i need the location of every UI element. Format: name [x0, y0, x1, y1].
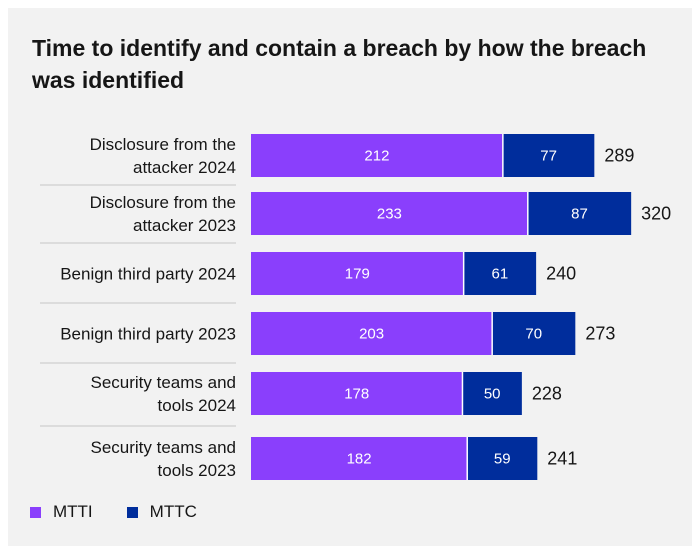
data-label-total: 228 [532, 384, 562, 404]
data-label-total: 320 [641, 204, 671, 224]
bar-mttc [492, 312, 576, 355]
bar-mtti [251, 372, 463, 415]
data-label-mttc: 59 [494, 451, 511, 468]
bar-mtti [251, 312, 493, 355]
bar-mttc [462, 372, 522, 415]
bar-mtti [251, 252, 464, 295]
legend-item-mttc: MTTC [126, 502, 197, 522]
category-label: Security teams and [90, 438, 236, 457]
bar-mtti [251, 192, 528, 235]
data-label-mttc: 61 [492, 266, 509, 283]
data-label-mtti: 178 [344, 386, 369, 403]
data-label-mtti: 203 [359, 326, 384, 343]
category-label: attacker 2024 [133, 158, 236, 177]
bar-mttc [527, 192, 632, 235]
data-label-total: 240 [546, 264, 576, 284]
data-label-mtti: 212 [364, 148, 389, 165]
data-label-mtti: 182 [347, 451, 372, 468]
data-label-mttc: 70 [525, 326, 542, 343]
data-label-mttc: 87 [571, 206, 588, 223]
data-label-mtti: 233 [377, 206, 402, 223]
category-label: tools 2023 [158, 461, 236, 480]
mtti-swatch [30, 506, 41, 518]
mttc-swatch [126, 506, 138, 518]
bar-mttc [502, 134, 595, 177]
category-label: attacker 2023 [133, 216, 236, 235]
data-label-mttc: 77 [540, 148, 557, 165]
data-label-mttc: 50 [484, 386, 501, 403]
data-label-total: 273 [585, 324, 615, 344]
category-label: Disclosure from the [90, 135, 236, 154]
chart-title: Time to identify and contain a breach by… [32, 35, 647, 93]
category-label: tools 2024 [158, 396, 236, 415]
legend-label-mtti: MTTI [53, 502, 93, 521]
category-label: Benign third party 2023 [60, 325, 236, 344]
category-label: Benign third party 2024 [60, 265, 236, 284]
bar-mttc [467, 437, 538, 480]
category-label: Security teams and [90, 373, 236, 392]
category-label: Disclosure from the [90, 193, 236, 212]
data-label-mtti: 179 [345, 266, 370, 283]
data-label-total: 289 [604, 146, 634, 166]
bar-mtti [251, 134, 503, 177]
data-label-total: 241 [547, 449, 577, 469]
legend: MTTI MTTC [30, 502, 231, 522]
bar-mttc [463, 252, 537, 295]
legend-item-mtti: MTTI [30, 502, 93, 522]
bar-mtti [251, 437, 468, 480]
legend-label-mttc: MTTC [149, 502, 197, 521]
